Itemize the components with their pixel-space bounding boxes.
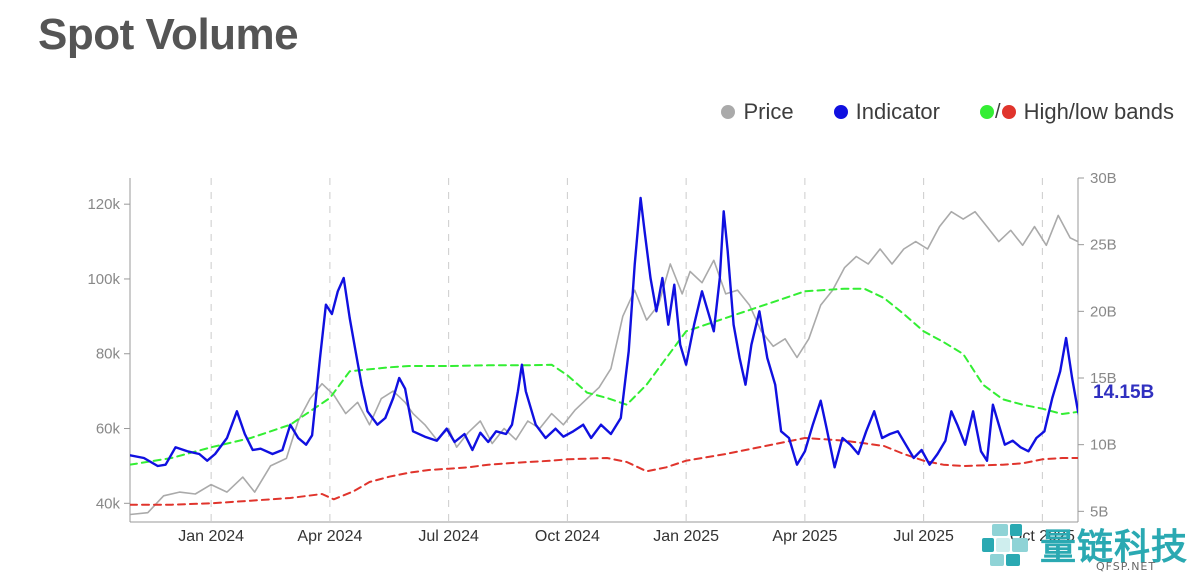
legend-bands[interactable]: / High/low bands — [980, 99, 1174, 125]
left-tick-label: 80k — [96, 346, 121, 363]
indicator-line — [130, 196, 1078, 469]
legend-high-band-dot-icon — [980, 105, 994, 119]
legend-slash: / — [995, 100, 1001, 123]
price-line — [130, 210, 1078, 516]
x-tick-label: Jan 2024 — [178, 528, 244, 545]
left-tick-label: 120k — [87, 196, 120, 213]
last-value-label: 14.15B — [1093, 382, 1154, 403]
legend-indicator[interactable]: Indicator — [833, 99, 940, 125]
right-tick-label: 10B — [1090, 437, 1117, 454]
right-tick-label: 15B — [1090, 370, 1117, 387]
x-tick-label: Apr 2025 — [772, 528, 837, 545]
legend-price-label: Price — [743, 99, 794, 124]
chart-title: Spot Volume — [38, 10, 299, 59]
low-band-line — [130, 437, 1078, 506]
x-tick-label: Jul 2024 — [418, 528, 479, 545]
chart-legend: Price Indicator / High/low bands — [721, 99, 1174, 125]
watermark-en: QFSP.NET — [1096, 560, 1157, 573]
x-tick-label: Jul 2025 — [893, 528, 954, 545]
legend-low-band-dot-icon — [1001, 105, 1016, 119]
left-tick-label: 60k — [96, 421, 121, 438]
legend-indicator-dot-icon — [833, 105, 848, 119]
right-tick-label: 5B — [1090, 503, 1108, 520]
right-tick-label: 25B — [1090, 237, 1117, 254]
left-tick-label: 100k — [87, 271, 120, 288]
x-tick-label: Apr 2024 — [297, 528, 362, 545]
left-tick-label: 40k — [96, 495, 121, 512]
high-band-line — [130, 287, 1078, 466]
watermark: 量链科技 QFSP.NET — [978, 514, 1193, 576]
watermark-cn: 量链科技 — [1040, 527, 1189, 568]
legend-price-dot-icon — [721, 105, 736, 119]
legend-price[interactable]: Price — [721, 99, 794, 125]
legend-indicator-label: Indicator — [855, 99, 940, 124]
x-tick-label: Oct 2024 — [535, 528, 600, 545]
qfsp-logo-icon — [982, 524, 1028, 566]
right-tick-label: 20B — [1090, 303, 1117, 320]
legend-bands-label: High/low bands — [1023, 99, 1174, 124]
x-tick-label: Jan 2025 — [653, 528, 719, 545]
right-tick-label: 30B — [1090, 170, 1117, 187]
